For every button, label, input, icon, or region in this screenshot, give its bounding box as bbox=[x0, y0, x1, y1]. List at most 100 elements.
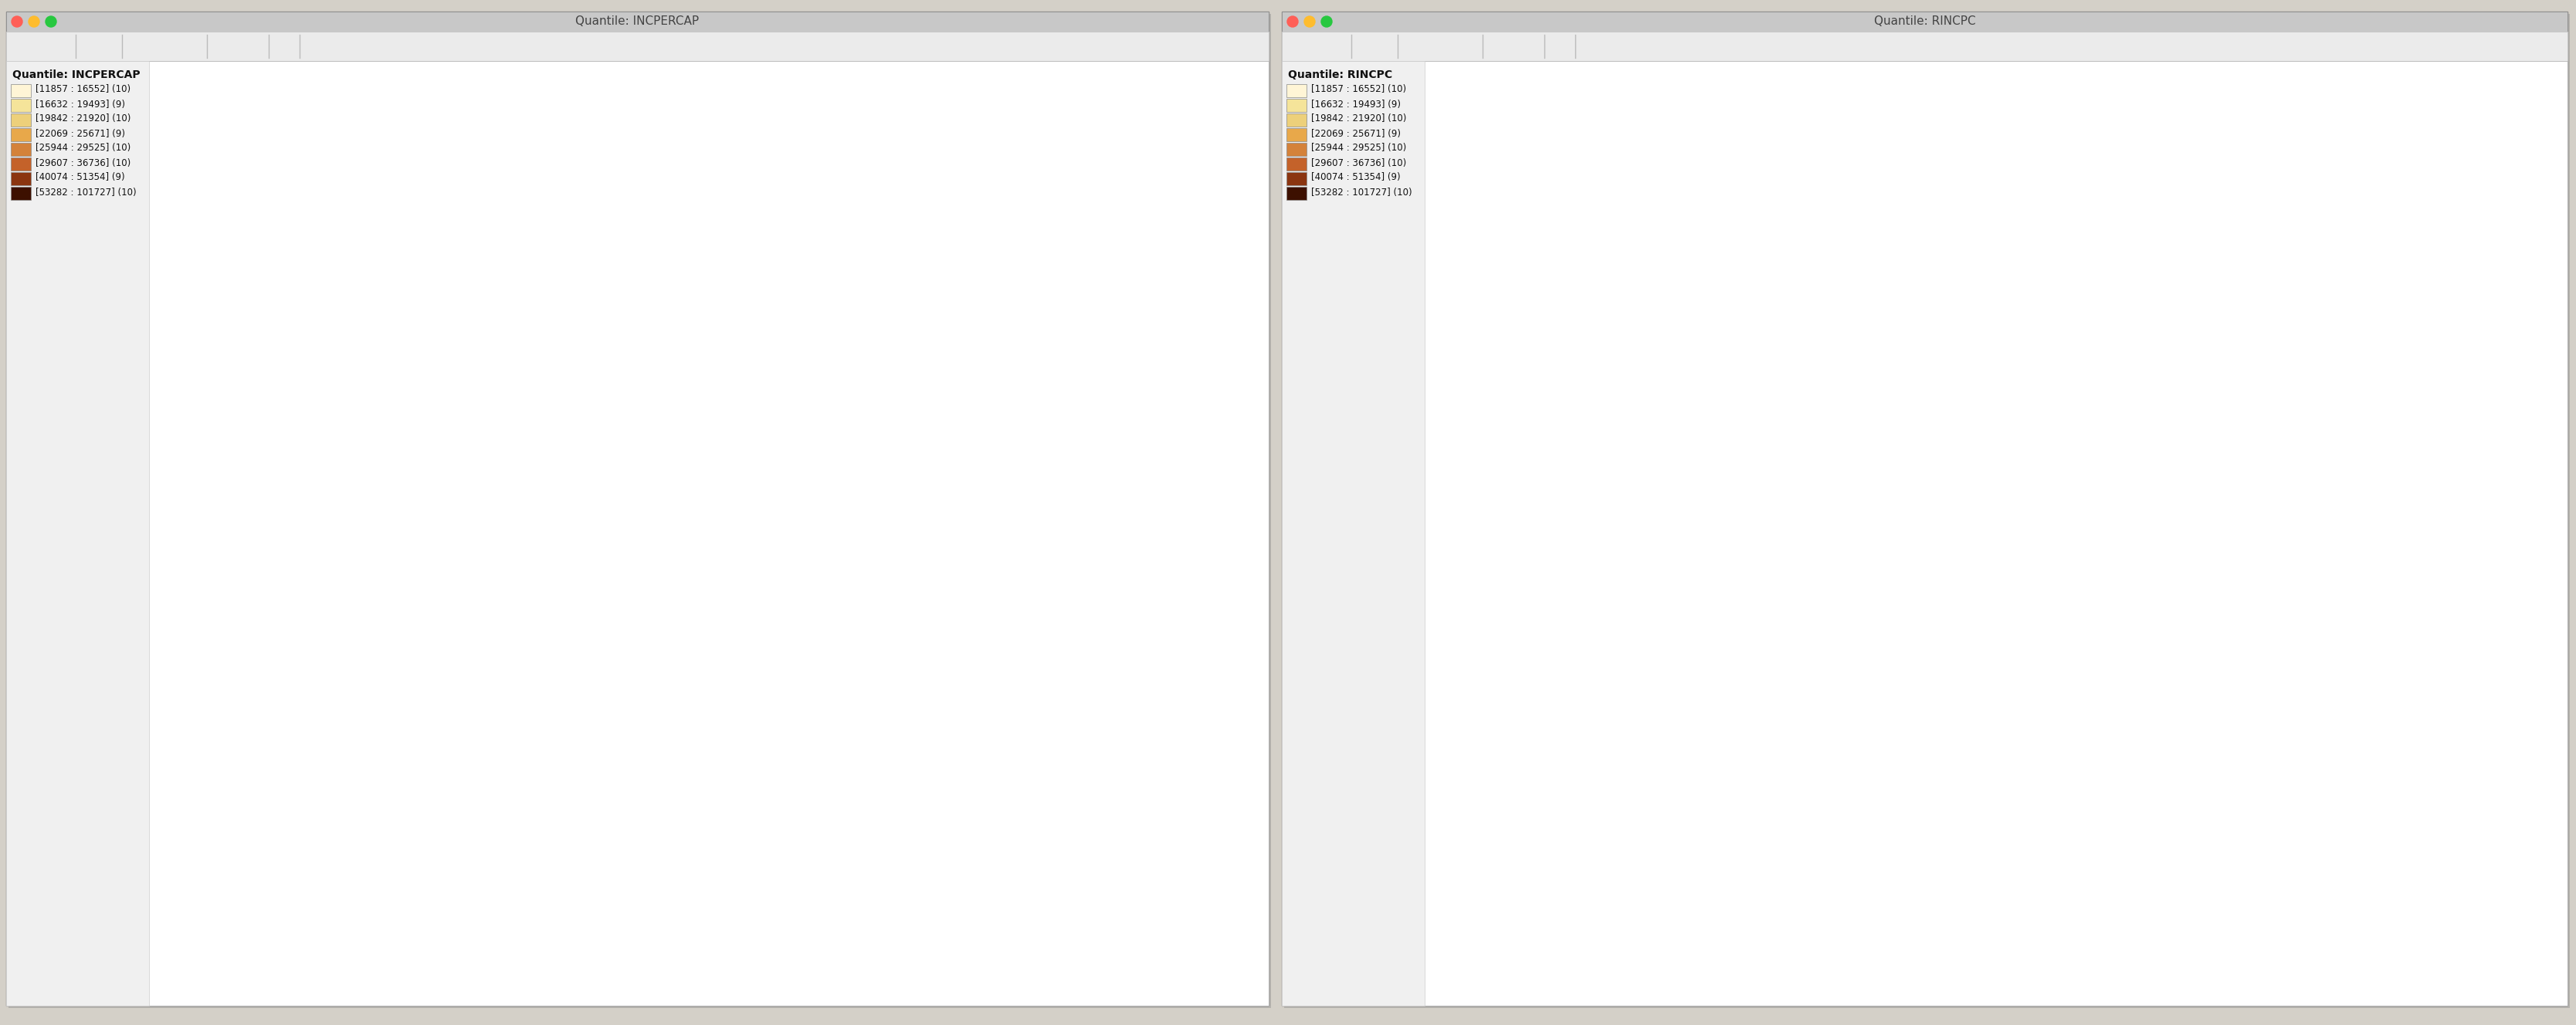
Polygon shape bbox=[1687, 696, 1734, 734]
Polygon shape bbox=[1641, 764, 1692, 806]
Polygon shape bbox=[453, 235, 500, 274]
Bar bbox=[10, 187, 31, 200]
Text: [25944 : 29525] (10): [25944 : 29525] (10) bbox=[1311, 144, 1406, 153]
Polygon shape bbox=[1811, 373, 1862, 413]
Polygon shape bbox=[1512, 338, 1564, 376]
Text: Quantile: INCPERCAP: Quantile: INCPERCAP bbox=[13, 70, 139, 80]
Polygon shape bbox=[407, 586, 456, 628]
Polygon shape bbox=[1512, 375, 1564, 417]
Polygon shape bbox=[492, 339, 538, 382]
Bar bbox=[1280, 60, 1425, 1006]
Polygon shape bbox=[1600, 269, 1649, 308]
Polygon shape bbox=[1600, 727, 1649, 770]
Polygon shape bbox=[325, 554, 374, 590]
Polygon shape bbox=[322, 372, 368, 415]
Text: [53282 : 101727] (10): [53282 : 101727] (10) bbox=[1311, 188, 1412, 197]
Polygon shape bbox=[1723, 412, 1777, 448]
Polygon shape bbox=[1597, 904, 1643, 946]
Polygon shape bbox=[1638, 623, 1690, 661]
Polygon shape bbox=[1512, 656, 1564, 696]
Polygon shape bbox=[1512, 797, 1564, 837]
Bar bbox=[1285, 98, 1306, 112]
Polygon shape bbox=[1515, 833, 1561, 872]
Polygon shape bbox=[1561, 869, 1607, 911]
Bar bbox=[5, 11, 1267, 32]
Polygon shape bbox=[1767, 447, 1819, 489]
Polygon shape bbox=[1731, 731, 1775, 771]
Polygon shape bbox=[322, 236, 374, 272]
Polygon shape bbox=[1687, 199, 1728, 238]
Polygon shape bbox=[497, 411, 538, 451]
Polygon shape bbox=[1765, 306, 1821, 342]
Polygon shape bbox=[407, 731, 461, 767]
Polygon shape bbox=[1641, 235, 1690, 273]
Polygon shape bbox=[368, 728, 415, 767]
Polygon shape bbox=[1728, 481, 1772, 520]
Polygon shape bbox=[1680, 270, 1736, 309]
Polygon shape bbox=[1682, 586, 1731, 628]
Polygon shape bbox=[536, 342, 577, 382]
Polygon shape bbox=[1695, 155, 1806, 246]
Polygon shape bbox=[240, 550, 289, 590]
Bar bbox=[1285, 172, 1306, 184]
Polygon shape bbox=[1767, 339, 1814, 382]
Polygon shape bbox=[198, 517, 240, 552]
Text: [16632 : 19493] (9): [16632 : 19493] (9) bbox=[1311, 99, 1401, 110]
Polygon shape bbox=[152, 552, 198, 589]
Polygon shape bbox=[1553, 692, 1607, 736]
Polygon shape bbox=[1641, 342, 1685, 380]
Bar bbox=[1285, 142, 1306, 156]
Polygon shape bbox=[1553, 269, 1602, 309]
Polygon shape bbox=[492, 481, 544, 521]
Polygon shape bbox=[237, 375, 289, 417]
Polygon shape bbox=[155, 586, 204, 629]
Polygon shape bbox=[1638, 904, 1687, 948]
Polygon shape bbox=[1767, 481, 1819, 521]
Polygon shape bbox=[1468, 585, 1517, 628]
Polygon shape bbox=[1770, 268, 1819, 305]
Polygon shape bbox=[1687, 764, 1734, 807]
Polygon shape bbox=[152, 692, 206, 732]
Bar bbox=[10, 157, 31, 170]
Polygon shape bbox=[1427, 726, 1479, 770]
Polygon shape bbox=[366, 342, 410, 380]
Polygon shape bbox=[286, 944, 332, 979]
Polygon shape bbox=[1638, 306, 1692, 346]
Polygon shape bbox=[1468, 551, 1520, 591]
Polygon shape bbox=[1765, 515, 1816, 555]
Bar bbox=[1285, 187, 1306, 200]
Polygon shape bbox=[448, 412, 502, 448]
Polygon shape bbox=[500, 550, 544, 588]
Polygon shape bbox=[237, 338, 289, 376]
Polygon shape bbox=[322, 302, 376, 345]
Bar bbox=[5, 11, 1267, 1006]
Polygon shape bbox=[325, 727, 374, 770]
Bar bbox=[10, 142, 31, 156]
Polygon shape bbox=[237, 480, 286, 521]
Polygon shape bbox=[1561, 444, 1607, 484]
Polygon shape bbox=[410, 626, 461, 659]
Polygon shape bbox=[492, 447, 544, 489]
Polygon shape bbox=[1556, 556, 1607, 590]
FancyBboxPatch shape bbox=[8, 14, 1270, 1008]
Polygon shape bbox=[1512, 587, 1564, 626]
Polygon shape bbox=[1643, 485, 1690, 521]
Polygon shape bbox=[1427, 692, 1481, 732]
Polygon shape bbox=[1646, 801, 1690, 842]
Polygon shape bbox=[322, 938, 376, 982]
Bar bbox=[10, 113, 31, 126]
Polygon shape bbox=[193, 410, 247, 449]
Polygon shape bbox=[1680, 127, 1731, 168]
Polygon shape bbox=[1476, 800, 1520, 841]
Polygon shape bbox=[368, 444, 415, 486]
Polygon shape bbox=[1471, 444, 1522, 485]
Polygon shape bbox=[322, 765, 374, 804]
Polygon shape bbox=[319, 517, 371, 560]
Polygon shape bbox=[451, 443, 497, 487]
Circle shape bbox=[46, 17, 54, 26]
Polygon shape bbox=[278, 763, 330, 803]
Circle shape bbox=[1303, 16, 1314, 27]
Polygon shape bbox=[410, 521, 453, 555]
Bar bbox=[1285, 128, 1306, 140]
Polygon shape bbox=[1597, 337, 1649, 380]
